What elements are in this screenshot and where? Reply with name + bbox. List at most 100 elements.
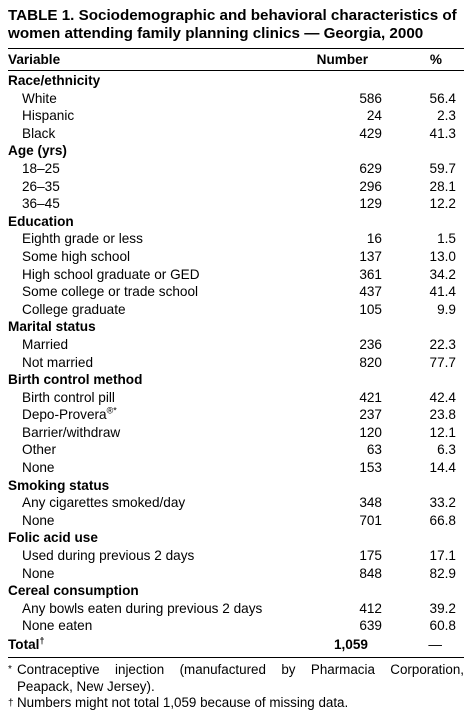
row-label: None <box>8 512 322 530</box>
row-percent: 66.8 <box>429 512 456 528</box>
table-title: TABLE 1. Sociodemographic and behavioral… <box>8 7 457 42</box>
row-number: 848 <box>359 565 382 581</box>
row-label: Depo-Provera®* <box>8 406 322 424</box>
row-number: 412 <box>359 600 382 616</box>
row-label-superscript: ®* <box>106 405 117 416</box>
section-label: Race/ethnicity <box>8 73 101 88</box>
table-container: TABLE 1. Sociodemographic and behavioral… <box>8 7 464 712</box>
table-row: Black 429 41.3 <box>8 125 464 143</box>
table-row: None 848 82.9 <box>8 565 464 583</box>
table-row: Some high school 137 13.0 <box>8 248 464 266</box>
row-label-text: College graduate <box>22 301 126 317</box>
row-number: 63 <box>366 442 382 458</box>
header-variable: Variable <box>8 52 61 67</box>
row-number: 639 <box>359 618 382 634</box>
row-label-text: Any cigarettes smoked/day <box>22 495 186 511</box>
footnotes: * Contraceptive injection (manufactured … <box>8 662 464 712</box>
row-percent: 42.4 <box>429 389 456 405</box>
row-percent: 2.3 <box>437 108 456 124</box>
row-label-text: Black <box>22 125 56 141</box>
row-label: Not married <box>8 354 322 372</box>
row-number: 437 <box>359 284 382 300</box>
header-number: Number <box>316 52 368 67</box>
row-label: Birth control pill <box>8 389 322 407</box>
row-percent: 12.1 <box>429 424 456 440</box>
row-label-text: Hispanic <box>22 108 75 124</box>
table-row: High school graduate or GED 361 34.2 <box>8 266 464 284</box>
row-number: 16 <box>366 231 382 247</box>
row-percent: 82.9 <box>429 565 456 581</box>
table-row: 26–35 296 28.1 <box>8 178 464 196</box>
footnote-1: * Contraceptive injection (manufactured … <box>8 662 464 695</box>
footnote-mark-1: * <box>8 664 12 675</box>
table-row: Not married 820 77.7 <box>8 354 464 372</box>
row-number: 629 <box>359 160 382 176</box>
table-row: Any cigarettes smoked/day 348 33.2 <box>8 494 464 512</box>
row-label-text: Not married <box>22 354 94 370</box>
section-header: Cereal consumption <box>8 582 464 600</box>
row-percent: 34.2 <box>429 266 456 282</box>
total-label-text: Total <box>8 637 40 653</box>
row-number: 175 <box>359 548 382 564</box>
row-label-text: High school graduate or GED <box>22 266 200 282</box>
section-label: Education <box>8 213 74 229</box>
row-label: White <box>8 90 322 108</box>
row-number: 137 <box>359 248 382 264</box>
table-row: 18–25 629 59.7 <box>8 160 464 178</box>
row-number: 105 <box>359 301 382 317</box>
row-number: 348 <box>359 495 382 511</box>
table-row: College graduate 105 9.9 <box>8 301 464 319</box>
row-label: None <box>8 565 322 583</box>
total-row: Total† 1,059 — <box>8 635 464 655</box>
row-label-text: Depo-Provera <box>22 407 107 423</box>
row-label: None eaten <box>8 617 322 635</box>
row-number: 296 <box>359 178 382 194</box>
row-number: 429 <box>359 125 382 141</box>
row-number: 24 <box>366 108 382 124</box>
table-row: Any bowls eaten during previous 2 days 41… <box>8 600 464 618</box>
section-header: Age (yrs) <box>8 142 464 160</box>
row-label: Black <box>8 125 322 143</box>
row-label-text: Used during previous 2 days <box>22 548 195 564</box>
row-number: 701 <box>359 512 382 528</box>
row-label: Any bowls eaten during previous 2 days <box>8 600 322 618</box>
total-superscript: † <box>39 635 45 646</box>
row-label: 26–35 <box>8 178 322 196</box>
table-row: White 586 56.4 <box>8 90 464 108</box>
row-label-text: 26–35 <box>22 178 60 194</box>
section-header: Marital status <box>8 318 464 336</box>
section-label: Age (yrs) <box>8 143 67 159</box>
footnote-text-1: Contraceptive injection (manufactured by… <box>17 662 464 694</box>
row-label: High school graduate or GED <box>8 266 322 284</box>
section-header: Smoking status <box>8 477 464 495</box>
section-label: Cereal consumption <box>8 583 139 599</box>
row-label-text: None eaten <box>22 618 93 634</box>
row-percent: 23.8 <box>429 407 456 423</box>
table-row: Used during previous 2 days 175 17.1 <box>8 547 464 565</box>
row-percent: 59.7 <box>429 160 456 176</box>
row-label: Barrier/withdraw <box>8 424 322 442</box>
row-label: None <box>8 459 322 477</box>
row-label-text: Married <box>22 336 69 352</box>
header-row: Variable Number % <box>8 49 464 70</box>
row-label: Other <box>8 441 322 459</box>
row-number: 153 <box>359 460 382 476</box>
row-percent: 17.1 <box>429 548 456 564</box>
row-label-text: Any bowls eaten during previous 2 days <box>22 600 263 616</box>
row-percent: 60.8 <box>429 618 456 634</box>
row-label-text: None <box>22 460 55 476</box>
section-header: Education <box>8 213 464 231</box>
row-label-text: None <box>22 565 55 581</box>
row-label-text: Some high school <box>22 248 131 264</box>
row-percent: 12.2 <box>429 196 456 212</box>
row-percent: 14.4 <box>429 460 456 476</box>
row-number: 421 <box>359 389 382 405</box>
row-percent: 41.4 <box>429 284 456 300</box>
row-percent: 28.1 <box>429 178 456 194</box>
total-number: 1,059 <box>333 637 368 653</box>
row-percent: 41.3 <box>429 125 456 141</box>
row-percent: 6.3 <box>437 442 456 458</box>
row-number: 820 <box>359 354 382 370</box>
row-percent: 33.2 <box>429 495 456 511</box>
row-label-text: Other <box>22 442 56 458</box>
